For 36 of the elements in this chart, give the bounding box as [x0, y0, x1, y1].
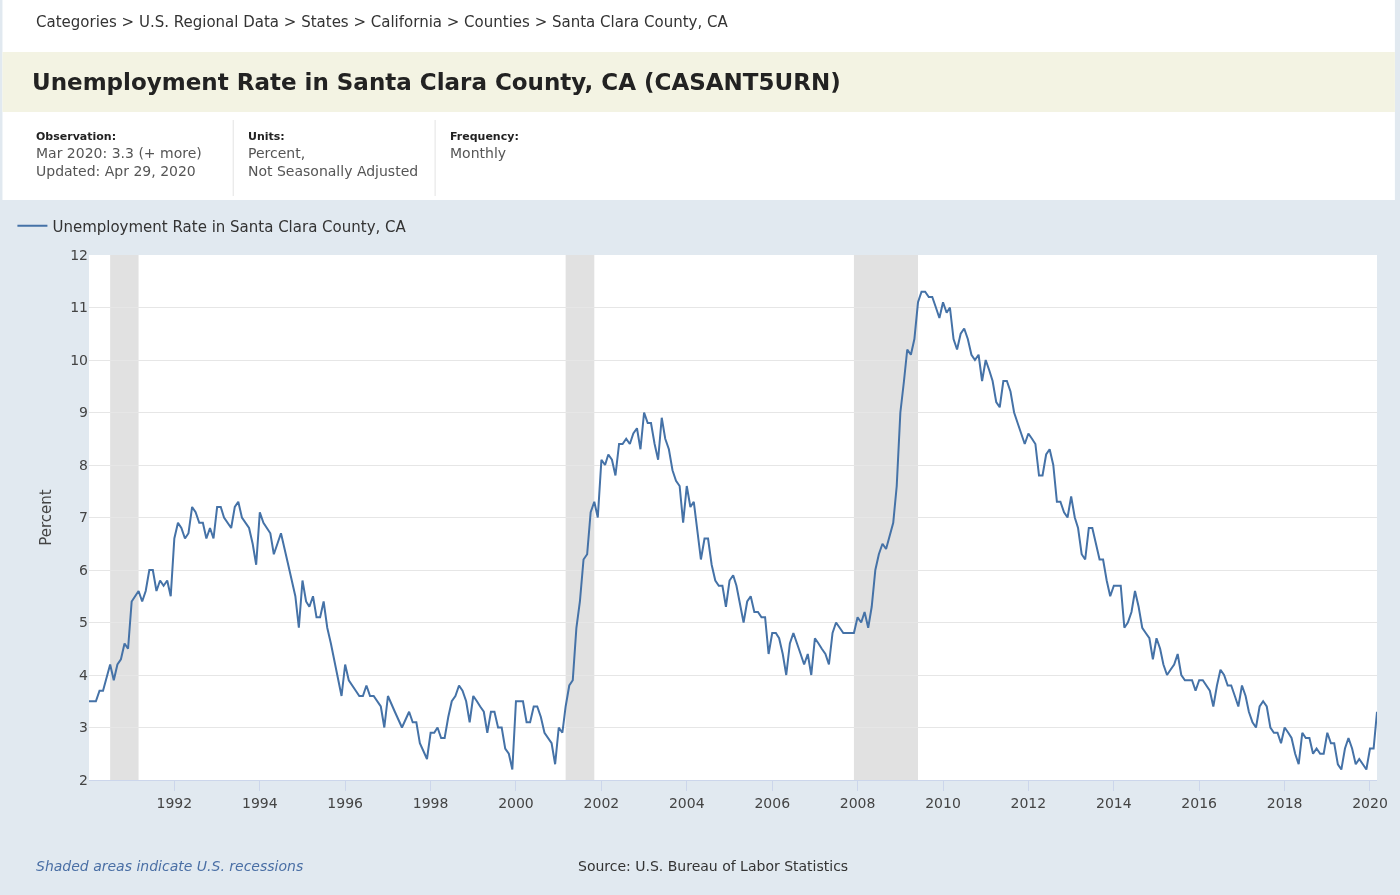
y-tick-label: 8 [79, 456, 88, 473]
x-tick-label: 2010 [925, 794, 961, 811]
text: Shaded areas indicate U.S. recessions [36, 858, 304, 874]
y-tick-label: 12 [70, 246, 88, 263]
source-note: Source: U.S. Bureau of Labor Statistics [578, 858, 849, 874]
x-tick-label: 1996 [327, 794, 364, 811]
x-tick-label: 2016 [1181, 794, 1218, 811]
y-tick-label: 6 [79, 561, 89, 578]
y-tick-label: 7 [79, 509, 88, 526]
x-tick-label: 1994 [241, 794, 278, 811]
x-tick-label: 2004 [668, 794, 705, 811]
x-tick-label: 2002 [583, 794, 620, 811]
y-tick-label: 11 [70, 299, 88, 316]
x-tick-label: 1992 [156, 794, 193, 811]
chart-title: Unemployment Rate in Santa Clara County, CA (CASANT5URN) [32, 69, 841, 96]
y-tick-label: 10 [70, 351, 88, 368]
x-tick-label: 2000 [498, 794, 534, 811]
x-tick-label: 1998 [412, 794, 449, 811]
text: Frequency: Monthly [450, 130, 519, 162]
text: Observation: Mar 2020: 3.3 (+ more) Updated: Apr 29, 2020 [36, 130, 202, 180]
y-axis-title: Percent [37, 489, 56, 546]
y-tick-label: 5 [79, 614, 88, 631]
x-tick-label: 2008 [839, 794, 876, 811]
x-tick-label: 2018 [1266, 794, 1303, 811]
line-series [89, 290, 1377, 771]
text: Categories > U.S. Regional Data > States > California > Counties > Santa Clara County, CA [36, 13, 729, 31]
y-tick-label: 3 [79, 719, 88, 736]
x-tick-label: 2014 [1096, 794, 1132, 811]
x-tick-label: 2020 [1352, 794, 1388, 811]
legend-label: Unemployment Rate in Santa Clara County, CA [52, 217, 407, 236]
text: Units: Percent, Not Seasonally Adjusted [248, 130, 419, 180]
y-tick-label: 2 [79, 771, 88, 788]
x-tick-label: 2006 [754, 794, 791, 811]
x-tick-label: 2012 [1010, 794, 1047, 811]
y-tick-label: 4 [79, 666, 89, 683]
y-tick-label: 9 [79, 404, 88, 421]
